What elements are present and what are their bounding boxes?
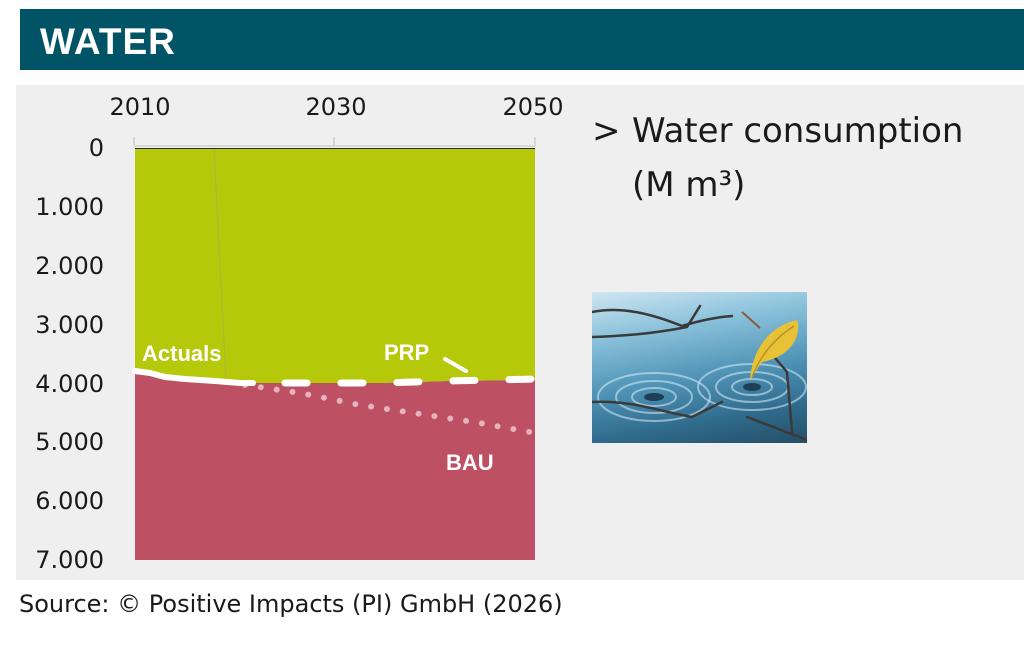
y-tick-1000: 1.000	[35, 193, 104, 221]
actuals-separator	[213, 148, 227, 381]
y-tick-7000: 7.000	[35, 546, 104, 574]
x-tick-2050: 2050	[502, 93, 563, 121]
bau-line	[242, 382, 538, 436]
y-tick-5000: 5.000	[35, 428, 104, 456]
section-header: WATER	[20, 9, 1024, 70]
water-ripples-photo	[592, 292, 807, 443]
prp-leader-line	[443, 357, 468, 373]
prp-area	[135, 148, 535, 383]
chart-title-line1: Water consumption	[632, 111, 964, 151]
actuals-label: Actuals	[142, 341, 221, 366]
x-axis	[133, 137, 536, 147]
chevron-right-icon: >	[592, 111, 621, 151]
y-axis: 0 1.000 2.000 3.000 4.000 5.000 6.000 7.…	[35, 134, 104, 574]
section-title: WATER	[40, 21, 176, 62]
actuals-line	[132, 368, 256, 386]
x-tick-2010: 2010	[109, 93, 170, 121]
x-tick-2030: 2030	[305, 93, 366, 121]
prp-label: PRP	[384, 340, 429, 365]
chart-title-unit: (M m³)	[632, 165, 746, 205]
y-tick-2000: 2.000	[35, 252, 104, 280]
photo-illustration	[592, 304, 807, 442]
chart-title: > Water consumption (M m³)	[592, 104, 963, 212]
prp-line	[281, 375, 539, 387]
source-note: Source: © Positive Impacts (PI) GmbH (20…	[19, 590, 563, 618]
y-tick-0: 0	[89, 134, 104, 162]
y-tick-6000: 6.000	[35, 487, 104, 515]
y-tick-3000: 3.000	[35, 311, 104, 339]
y-tick-4000: 4.000	[35, 370, 104, 398]
bau-label: BAU	[446, 450, 494, 475]
